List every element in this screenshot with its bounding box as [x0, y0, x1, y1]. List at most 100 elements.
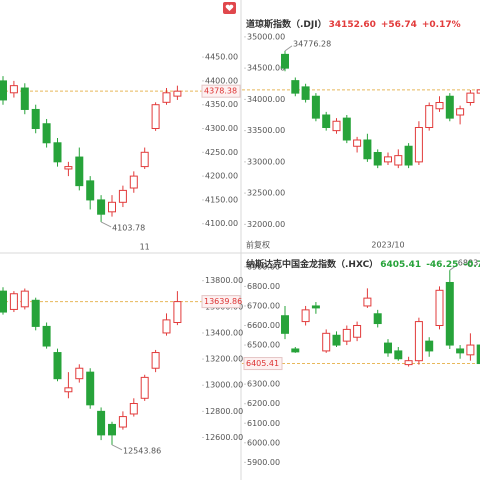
- candle-body: [64, 166, 73, 170]
- y-tick-label: 33500.00: [247, 126, 285, 135]
- candle-body: [394, 155, 403, 166]
- candle-body: [466, 344, 475, 356]
- y-tick-label: 4450.00: [205, 53, 238, 62]
- candle-body: [445, 95, 454, 119]
- candle-body: [373, 152, 382, 166]
- high-label: 6883.: [458, 259, 480, 268]
- price-change-pct: -0.72%: [463, 260, 480, 270]
- low-label: 12543.86: [123, 446, 161, 455]
- candle-body: [414, 321, 423, 362]
- y-tick-label: 4250.00: [205, 148, 238, 157]
- favorite-heart[interactable]: [225, 4, 234, 11]
- low-label: 4103.78: [112, 223, 145, 232]
- price-tag: [201, 295, 241, 309]
- y-tick-label: 4150.00: [205, 195, 238, 204]
- y-tick-label: 35000.00: [247, 32, 285, 41]
- candle-body: [20, 290, 29, 308]
- candle-body: [151, 352, 160, 369]
- y-tick-label: 13200.00: [205, 355, 243, 364]
- candle-body: [97, 410, 106, 436]
- candle-body: [414, 127, 423, 163]
- candle-body: [363, 139, 372, 160]
- price-change: -46.25: [426, 260, 458, 270]
- candle-body: [456, 108, 465, 116]
- candle-body: [322, 114, 331, 128]
- y-tick-label: 13800.00: [205, 276, 243, 285]
- candle-body: [291, 348, 300, 353]
- candle-body: [342, 328, 351, 342]
- y-tick-label: 6800.00: [247, 282, 280, 291]
- low-marker: [100, 221, 112, 228]
- candle-body: [118, 416, 127, 428]
- candle-body: [322, 332, 331, 352]
- candle-body: [435, 102, 444, 110]
- y-tick-label: 13000.00: [205, 381, 243, 390]
- candle-body: [86, 180, 95, 201]
- candle-body: [394, 350, 403, 360]
- candle-body: [75, 156, 84, 187]
- candle-body: [281, 315, 289, 334]
- candle-body: [86, 371, 95, 406]
- candle-body: [75, 367, 84, 380]
- candle-body: [425, 340, 434, 352]
- candle-body: [301, 309, 310, 323]
- candle-body: [456, 348, 465, 354]
- candle-body: [291, 80, 300, 94]
- candle-body: [301, 86, 310, 100]
- y-tick-label: 12800.00: [205, 407, 243, 416]
- candle-body: [332, 120, 341, 132]
- candle-body: [435, 289, 444, 326]
- high-label: 34776.28: [293, 39, 331, 48]
- y-tick-label: 6900.00: [247, 262, 280, 271]
- low-marker: [111, 444, 123, 451]
- candle-body: [31, 299, 40, 327]
- price-tag: [201, 84, 241, 98]
- price-change: +56.74: [381, 20, 417, 30]
- candle-body: [9, 85, 18, 94]
- x-tick-label: 2023/10: [371, 241, 404, 250]
- y-tick-label: 13400.00: [205, 328, 243, 337]
- y-tick-label: 6200.00: [247, 399, 280, 408]
- index-name: 道琼斯指数（.DJI）: [246, 18, 327, 30]
- candle-body: [173, 90, 182, 97]
- last-price: 6405.41: [380, 260, 421, 270]
- candle-body: [476, 89, 480, 94]
- favorite-icon[interactable]: [223, 2, 236, 14]
- candle-body: [173, 301, 182, 323]
- chart-title: 纳斯达克中国金龙指数（.HXC）6405.41 -46.25 -0.72%: [246, 258, 480, 270]
- candle-body: [118, 189, 127, 203]
- y-tick-label: 4300.00: [205, 124, 238, 133]
- candle-body: [162, 92, 171, 103]
- index-name: 纳斯达克中国金龙指数（.HXC）: [246, 258, 378, 270]
- candle-body: [108, 423, 116, 436]
- candle-body: [0, 290, 7, 313]
- y-tick-label: 4200.00: [205, 172, 238, 181]
- candle-body: [353, 139, 362, 147]
- candle-body: [404, 360, 413, 366]
- candle-body: [151, 104, 160, 130]
- high-marker: [284, 45, 293, 52]
- candle-body: [342, 117, 351, 141]
- candle-body: [42, 325, 51, 347]
- price-change-pct: +0.17%: [422, 20, 461, 30]
- candle-body: [353, 324, 362, 338]
- candle-body: [0, 80, 7, 101]
- y-tick-label: 4400.00: [205, 76, 238, 85]
- y-tick-label: 33000.00: [247, 157, 285, 166]
- candle-body: [373, 313, 382, 325]
- candle-body: [384, 156, 392, 163]
- y-tick-label: 34000.00: [247, 95, 285, 104]
- candle-body: [53, 142, 62, 163]
- y-tick-label: 4350.00: [205, 100, 238, 109]
- candle-body: [425, 105, 434, 128]
- candle-body: [129, 403, 138, 415]
- y-tick-label: 6600.00: [247, 321, 280, 330]
- candle-body: [42, 123, 51, 144]
- y-tick-label: 4100.00: [205, 219, 238, 228]
- price-tag-label: 13639.86: [204, 297, 242, 306]
- candle-body: [140, 151, 149, 168]
- candle-body: [97, 199, 106, 215]
- candle-body: [332, 334, 341, 346]
